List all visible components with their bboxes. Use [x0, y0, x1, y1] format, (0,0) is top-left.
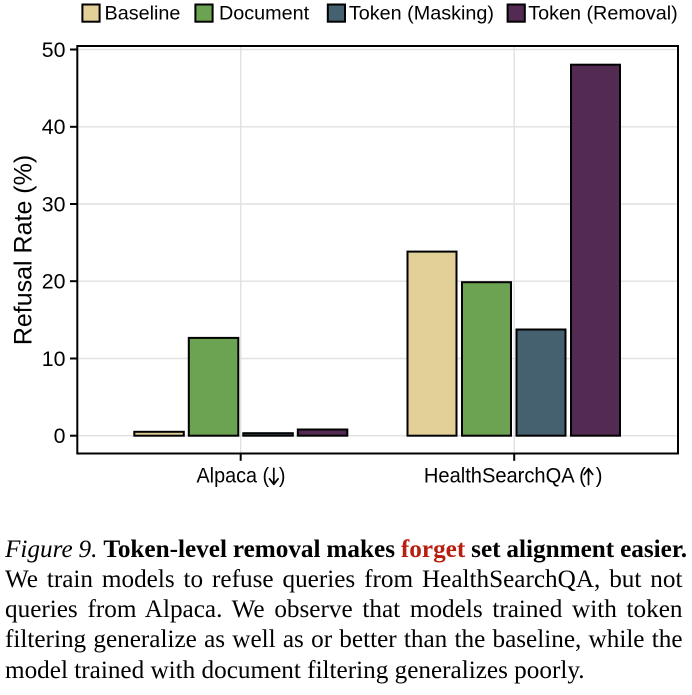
svg-text:40: 40 [42, 115, 66, 139]
svg-text:Document: Document [219, 3, 310, 25]
svg-text:50: 50 [42, 38, 66, 62]
svg-text:30: 30 [42, 192, 66, 216]
svg-text:Token (Removal): Token (Removal) [528, 3, 678, 25]
svg-text:Refusal Rate (%): Refusal Rate (%) [10, 155, 38, 345]
svg-text:Token (Masking): Token (Masking) [349, 3, 494, 25]
svg-text:Baseline: Baseline [105, 3, 181, 25]
svg-text:10: 10 [42, 347, 66, 371]
svg-text:Alpaca ( ): Alpaca ( ) [197, 463, 286, 487]
svg-text:HealthSearchQA ( ): HealthSearchQA ( ) [424, 463, 603, 487]
svg-text:0: 0 [54, 424, 66, 448]
svg-text:20: 20 [42, 270, 66, 294]
